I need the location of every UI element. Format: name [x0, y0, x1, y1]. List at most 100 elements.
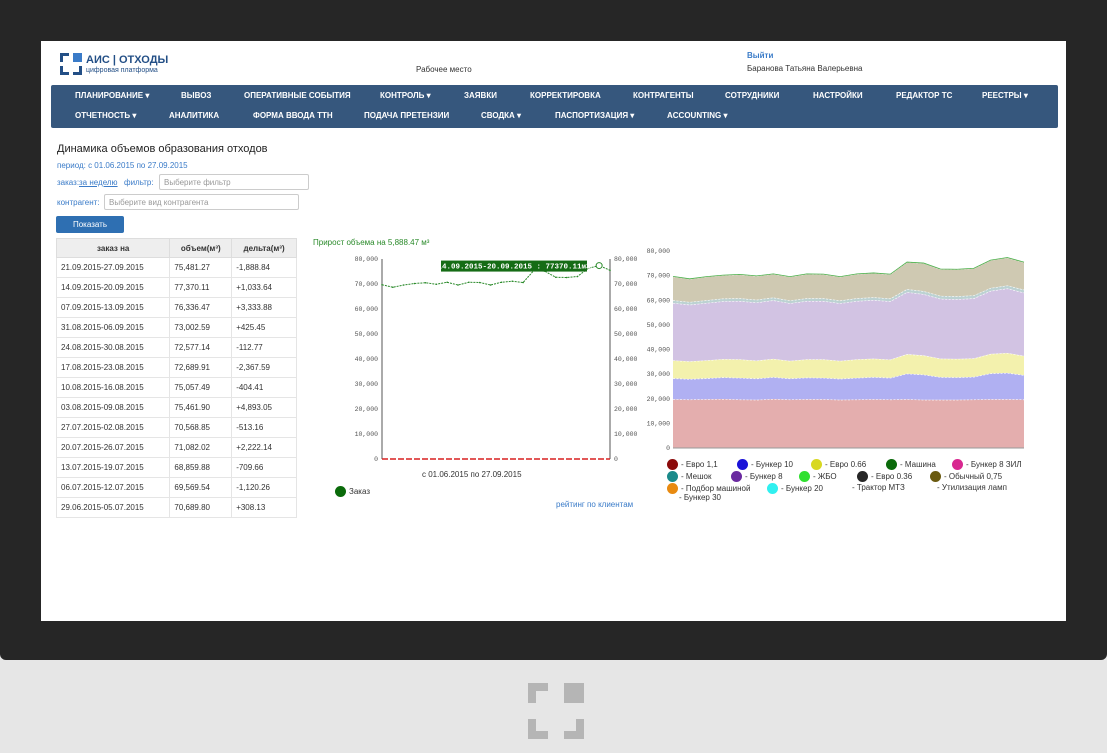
menu-summary[interactable]: СВОДКА ▾ [481, 111, 522, 120]
y-tick-label-left: 70,000 [355, 281, 379, 288]
cell-volume: 72,577.14 [169, 337, 233, 358]
cell-delta: -404.41 [231, 377, 297, 398]
table-row[interactable]: 14.09.2015-20.09.2015 77,370.11 +1,033.64 [55, 277, 297, 298]
legend-item[interactable]: - Мешок [667, 471, 711, 482]
menu-control[interactable]: КОНТРОЛЬ ▾ [380, 91, 431, 100]
legend-item[interactable]: - Подбор машиной [667, 483, 750, 494]
data-point[interactable] [392, 286, 394, 289]
legend-item[interactable]: - Бункер 20 [767, 483, 823, 494]
data-point[interactable] [457, 284, 459, 286]
table-row[interactable]: 10.08.2015-16.08.2015 75,057.49 -404.41 [55, 377, 297, 398]
data-point[interactable] [446, 281, 448, 284]
col-period-header[interactable]: заказ на [55, 238, 171, 258]
legend-item[interactable]: - Обычный 0,75 [930, 471, 1002, 482]
data-point[interactable] [609, 269, 611, 272]
cell-volume: 72,689.91 [169, 357, 233, 378]
contractor-select[interactable]: Выберите вид контрагента [104, 194, 299, 210]
table-row[interactable]: 29.06.2015-05.07.2015 70,689.80 +308.13 [55, 497, 297, 518]
data-point[interactable] [402, 284, 405, 286]
area-layer[interactable] [673, 352, 1024, 380]
menu-correction[interactable]: КОРРЕКТИРОВКА [530, 91, 601, 100]
menu-removal[interactable]: ВЫВОЗ [181, 91, 212, 100]
data-point[interactable] [424, 281, 427, 284]
highlight-point[interactable] [595, 262, 603, 270]
legend-label: - Бункер 8 ЗИЛ [966, 460, 1022, 469]
data-point[interactable] [511, 280, 514, 283]
table-row[interactable]: 13.07.2015-19.07.2015 68,859.88 -709.66 [55, 457, 297, 478]
app-logo[interactable]: АИС | ОТХОДЫ цифровая платформа [60, 53, 168, 75]
legend-item[interactable]: - Бункер 8 ЗИЛ [952, 459, 1022, 470]
data-point[interactable] [565, 276, 568, 279]
menu-employees[interactable]: СОТРУДНИКИ [725, 91, 780, 100]
menu-accounting[interactable]: ACCOUNTING ▾ [667, 111, 728, 120]
area-layer[interactable] [673, 285, 1024, 305]
filter-select[interactable]: Выберите фильтр [159, 174, 309, 190]
table-row[interactable]: 06.07.2015-12.07.2015 69,569.54 -1,120.26 [55, 477, 297, 498]
area-layer[interactable] [673, 257, 1024, 302]
cell-volume: 68,859.88 [169, 457, 233, 478]
legend-item[interactable]: - Утилизация ламп [937, 483, 1007, 492]
data-point[interactable] [489, 284, 492, 286]
legend-item[interactable]: - Трактор МТЗ [852, 483, 905, 492]
menu-contractors[interactable]: КОНТРАГЕНТЫ [633, 91, 694, 100]
legend-item[interactable]: - Бункер 30 [679, 493, 721, 502]
data-point[interactable] [381, 283, 383, 286]
menu-analytics[interactable]: АНАЛИТИКА [169, 111, 220, 120]
logout-link[interactable]: Выйти [747, 51, 774, 60]
data-point[interactable] [435, 283, 438, 286]
menu-certification[interactable]: ПАСПОРТИЗАЦИЯ ▾ [555, 111, 635, 120]
show-button[interactable]: Показать [56, 216, 124, 233]
area-layer[interactable] [673, 372, 1024, 400]
menu-registers[interactable]: РЕЕСТРЫ ▾ [982, 91, 1028, 100]
table-row[interactable]: 27.07.2015-02.08.2015 70,568.85 -513.16 [55, 417, 297, 438]
menu-settings[interactable]: НАСТРОЙКИ [813, 91, 863, 100]
order-period-link[interactable]: за неделю [79, 178, 118, 187]
legend-label: - Машина [900, 460, 936, 469]
data-point[interactable] [413, 282, 416, 285]
table-row[interactable]: 21.09.2015-27.09.2015 75,481.27 -1,888.84 [55, 257, 297, 278]
menu-claims[interactable]: ПОДАЧА ПРЕТЕНЗИИ [364, 111, 450, 120]
data-point[interactable] [522, 281, 524, 284]
table-row[interactable]: 20.07.2015-26.07.2015 71,082.02 +2,222.14 [55, 437, 297, 458]
cell-period: 20.07.2015-26.07.2015 [55, 437, 171, 458]
data-point[interactable] [576, 275, 579, 278]
menu-reports[interactable]: ОТЧЕТНОСТЬ ▾ [75, 111, 137, 120]
table-row[interactable]: 03.08.2015-09.08.2015 75,461.90 +4,893.05 [55, 397, 297, 418]
table-row[interactable]: 24.08.2015-30.08.2015 72,577.14 -112.77 [55, 337, 297, 358]
data-point[interactable] [478, 281, 481, 284]
table-row[interactable]: 31.08.2015-06.09.2015 73,002.59 +425.45 [55, 317, 297, 338]
menu-operational-events[interactable]: ОПЕРАТИВНЫЕ СОБЫТИЯ [244, 91, 351, 100]
legend-label: - Утилизация ламп [937, 483, 1007, 492]
menu-vehicle-editor[interactable]: РЕДАКТОР ТС [896, 91, 953, 100]
legend-dot-icon [335, 486, 346, 497]
series-line-order[interactable] [381, 265, 611, 288]
legend-label: - Бункер 30 [679, 493, 721, 502]
y-tick-label-right: 10,000 [614, 431, 638, 438]
cell-delta: +4,893.05 [231, 397, 297, 418]
data-point[interactable] [587, 267, 590, 270]
menu-requests[interactable]: ЗАЯВКИ [464, 91, 497, 100]
col-delta-header[interactable]: дельта(м³) [231, 238, 297, 258]
table-row[interactable]: 07.09.2015-13.09.2015 76,336.47 +3,333.88 [55, 297, 297, 318]
legend-item[interactable]: - Бункер 8 [731, 471, 783, 482]
data-point[interactable] [554, 276, 557, 279]
period-label: период: с 01.06.2015 по 27.09.2015 [57, 161, 188, 170]
table-row[interactable]: 17.08.2015-23.08.2015 72,689.91 -2,367.59 [55, 357, 297, 378]
legend-item[interactable]: - Евро 0.36 [857, 471, 912, 482]
data-point[interactable] [468, 281, 470, 284]
area-layer[interactable] [673, 288, 1024, 362]
col-volume-header[interactable]: объем(м³) [169, 238, 233, 258]
cell-volume: 69,569.54 [169, 477, 233, 498]
data-point[interactable] [500, 281, 503, 284]
menu-ttn-form[interactable]: ФОРМА ВВОДА ТТН [253, 111, 333, 120]
cell-volume: 73,002.59 [169, 317, 233, 338]
legend-item[interactable]: - ЖБО [799, 471, 837, 482]
legend-item[interactable]: - Евро 1,1 [667, 459, 718, 470]
area-layer[interactable] [673, 398, 1024, 448]
legend-item[interactable]: - Бункер 10 [737, 459, 793, 470]
client-rating-link[interactable]: рейтинг по клиентам [556, 500, 634, 509]
legend-item[interactable]: - Машина [886, 459, 936, 470]
menu-planning[interactable]: ПЛАНИРОВАНИЕ ▾ [75, 91, 150, 100]
chart-legend-order[interactable]: Заказ [335, 486, 370, 497]
legend-item[interactable]: - Евро 0.66 [811, 459, 866, 470]
